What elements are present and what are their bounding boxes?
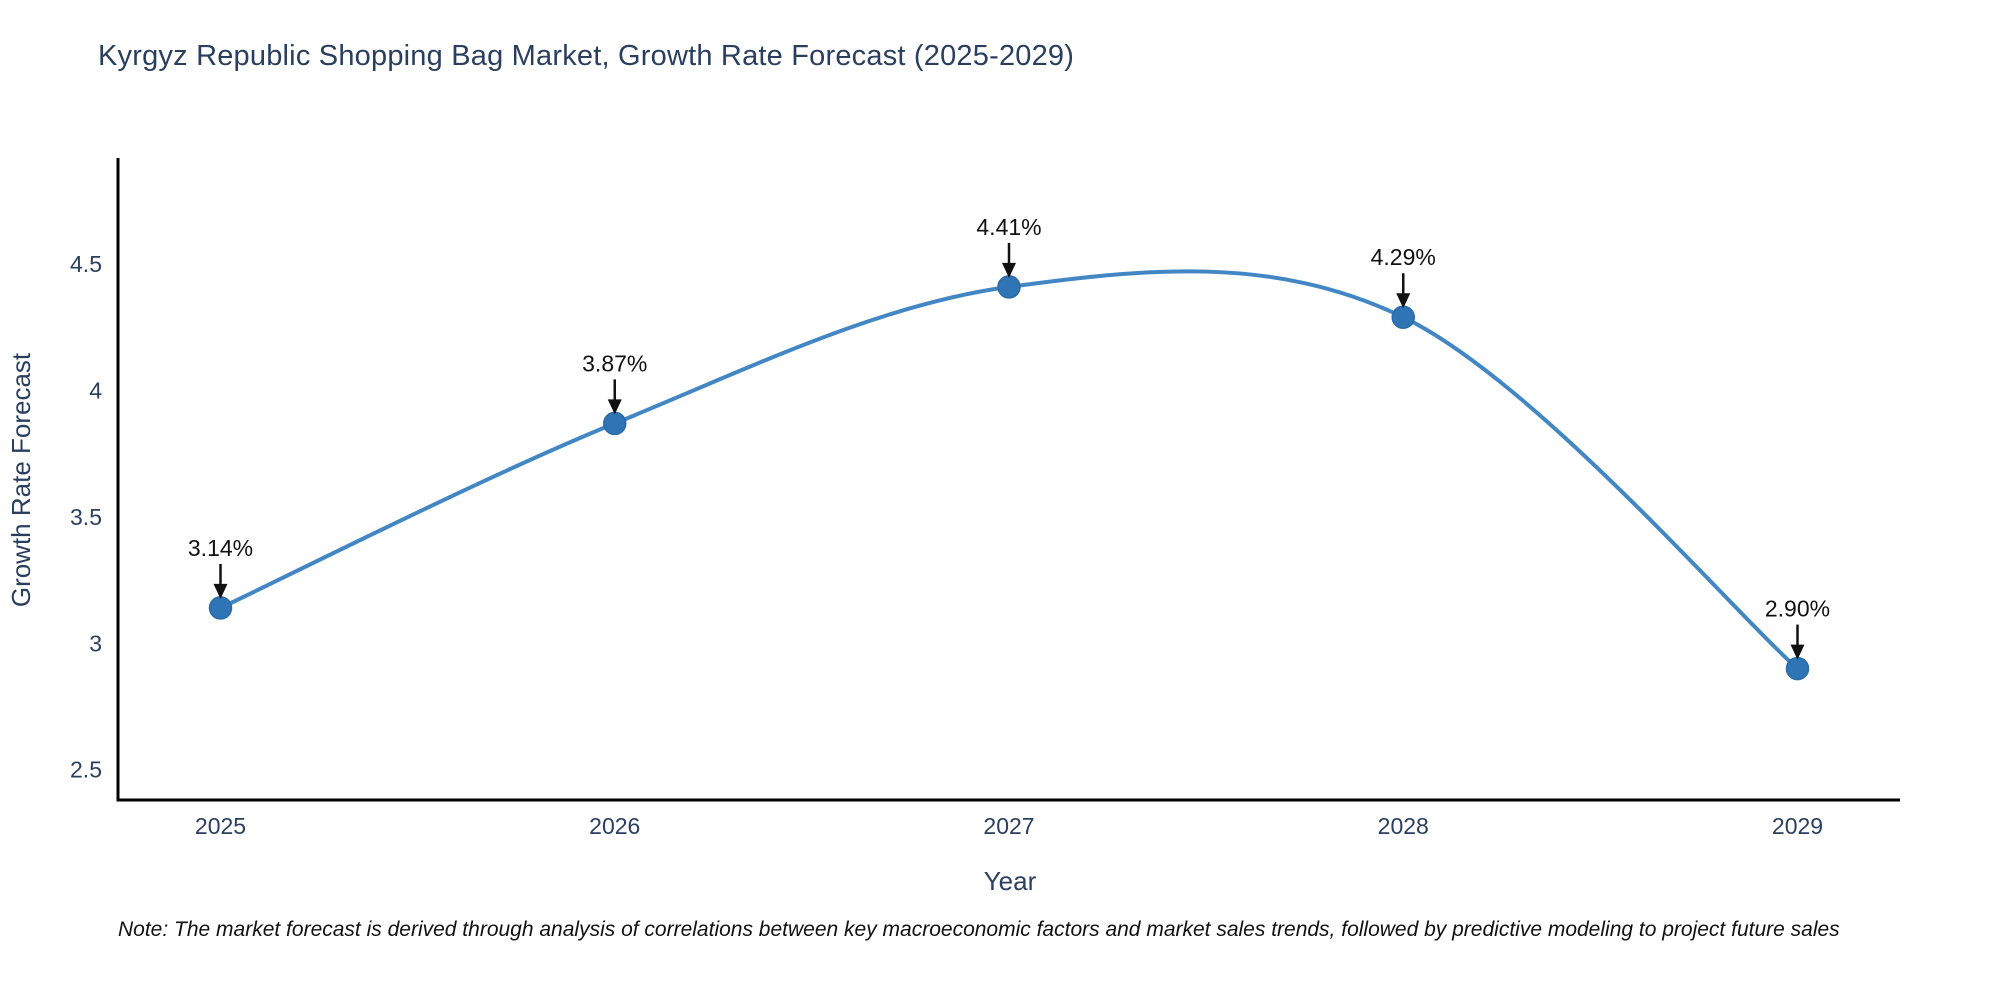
- footnote: Note: The market forecast is derived thr…: [118, 918, 1840, 941]
- y-tick-label: 4: [89, 378, 102, 404]
- annotation-arrowhead-icon: [607, 399, 622, 415]
- chart-title: Kyrgyz Republic Shopping Bag Market, Gro…: [98, 40, 1075, 72]
- y-axis-title: Growth Rate Forecast: [6, 352, 36, 607]
- y-tick-label: 3: [89, 630, 102, 656]
- annotation-arrowhead-icon: [1396, 293, 1411, 309]
- data-point: [997, 275, 1021, 299]
- data-point: [1785, 656, 1810, 681]
- point-value-label: 4.41%: [976, 214, 1041, 240]
- annotation-arrowhead-icon: [1002, 262, 1016, 278]
- x-tick-label: 2028: [1378, 813, 1429, 839]
- x-tick-label: 2029: [1772, 813, 1823, 839]
- data-point: [208, 596, 233, 620]
- annotation-arrowhead-icon: [1790, 644, 1805, 660]
- y-tick-label: 4.5: [70, 251, 102, 277]
- data-point: [603, 411, 627, 436]
- point-annotations: 3.14% 3.87% 4.41% 4.29% 2.90%: [188, 214, 1830, 660]
- point-value-label: 3.14%: [188, 535, 253, 561]
- point-value-label: 2.90%: [1765, 596, 1830, 622]
- y-tick-label: 3.5: [70, 504, 102, 530]
- point-value-label: 3.87%: [582, 350, 647, 376]
- x-tick-label: 2026: [589, 813, 640, 839]
- trend-line: [218, 269, 1800, 671]
- data-point: [1391, 305, 1415, 329]
- x-tick-label: 2025: [195, 813, 246, 839]
- y-tick-label: 2.5: [70, 757, 102, 783]
- line-series: [208, 269, 1810, 681]
- point-value-label: 4.29%: [1371, 244, 1436, 270]
- x-axis-title: Year: [984, 866, 1037, 896]
- x-tick-label: 2027: [983, 813, 1034, 839]
- axes: 4.5 4 3.5 3 2.5 2025 2026 2027 2028 2029: [70, 158, 1900, 839]
- annotation-arrowhead-icon: [213, 583, 228, 599]
